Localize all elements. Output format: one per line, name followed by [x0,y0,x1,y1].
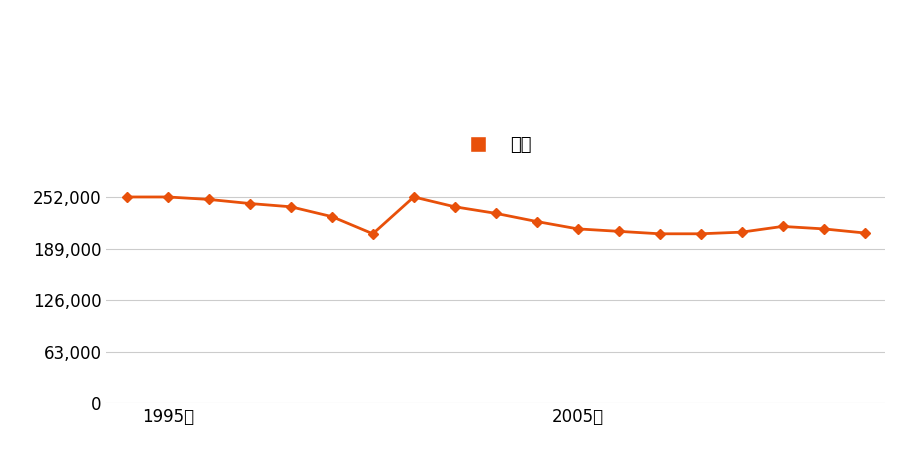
Legend: 価格: 価格 [453,129,539,162]
Line: 価格: 価格 [123,194,868,237]
価格 [367,231,378,237]
価格 [327,214,338,219]
価格 [449,204,460,210]
価格 [163,194,174,200]
価格 [285,204,296,210]
価格 [203,197,214,202]
価格 [572,226,583,232]
価格 [695,231,706,237]
価格 [860,230,870,236]
価格 [736,230,747,235]
価格 [818,226,829,232]
価格 [409,194,419,200]
価格 [613,229,624,234]
価格 [531,219,542,224]
価格 [122,194,132,200]
価格 [491,211,501,216]
価格 [245,201,256,206]
価格 [778,224,788,229]
価格 [654,231,665,237]
